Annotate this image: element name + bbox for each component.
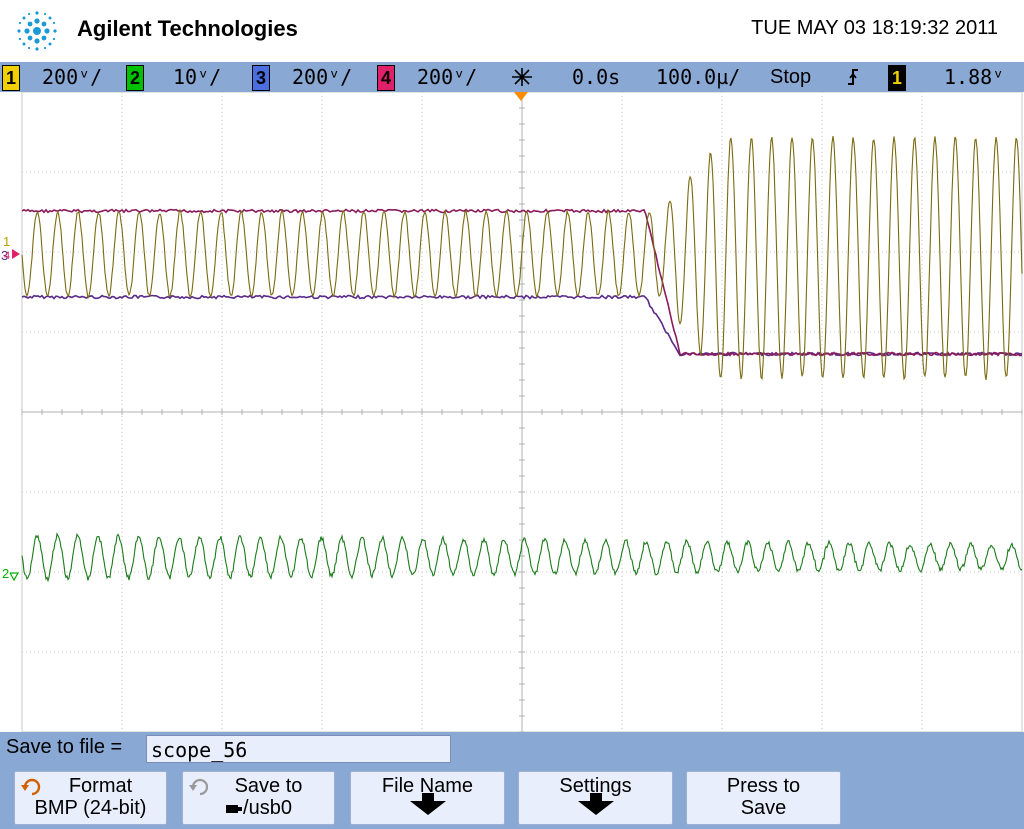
down-arrow-icon: [410, 801, 446, 815]
ch2-scale: 10ᵛ/: [173, 62, 221, 92]
softkey-bar: Format BMP (24-bit) Save to /usb0 File N…: [0, 769, 1024, 829]
rotate-entry-icon: [189, 777, 211, 797]
press-to-save-softkey[interactable]: Press to Save: [686, 771, 841, 825]
timebase: 100.0µ/: [656, 62, 740, 92]
trigger-source-badge[interactable]: 1: [888, 65, 906, 91]
agilent-spark-logo-icon: [12, 6, 62, 56]
save-file-bar: Save to file = scope_56: [0, 732, 1024, 769]
press-to-label: Press to: [687, 775, 840, 797]
status-bar: 1 200ᵛ/ 2 10ᵛ/ 3 200ᵛ/ 4 200ᵛ/ 0.0s 100.…: [0, 62, 1024, 92]
svg-text:2: 2: [2, 566, 9, 581]
ch1-badge[interactable]: 1: [2, 65, 20, 91]
header: Agilent Technologies TUE MAY 03 18:19:32…: [0, 0, 1024, 62]
svg-text:1: 1: [3, 234, 10, 249]
save-label: Save: [687, 797, 840, 819]
format-value: BMP (24-bit): [15, 797, 166, 819]
trigger-slope-rising-icon: [846, 68, 860, 86]
run-state[interactable]: Stop: [770, 62, 811, 92]
ch3-badge[interactable]: 3: [252, 65, 270, 91]
brand-name: Agilent Technologies: [77, 16, 298, 42]
settings-softkey[interactable]: Settings: [518, 771, 673, 825]
ch1-ground-marker: 1: [3, 234, 10, 249]
save-to-value: /usb0: [243, 797, 292, 819]
file-name-softkey[interactable]: File Name: [350, 771, 505, 825]
graticule-grid: [22, 92, 1022, 732]
ch1-scale: 200ᵛ/: [42, 62, 102, 92]
ch2-badge[interactable]: 2: [126, 65, 144, 91]
svg-text:4: 4: [4, 250, 10, 262]
ch3-scale: 200ᵛ/: [292, 62, 352, 92]
filename-field[interactable]: scope_56: [146, 735, 451, 763]
ch4-scale: 200ᵛ/: [417, 62, 477, 92]
rotate-entry-icon: [21, 777, 43, 797]
save-to-softkey[interactable]: Save to /usb0: [182, 771, 335, 825]
ch4-ground-marker: 4: [4, 249, 20, 262]
horizontal-delay: 0.0s: [572, 62, 620, 92]
datetime: TUE MAY 03 18:19:32 2011: [751, 17, 998, 40]
waveform-graticule: 1 3 4 2: [0, 92, 1024, 732]
usb-drive-icon: [225, 803, 243, 815]
waveform-display: 1 3 4 2: [0, 92, 1024, 732]
horizontal-delay-icon: [510, 67, 534, 87]
format-softkey[interactable]: Format BMP (24-bit): [14, 771, 167, 825]
down-arrow-icon: [578, 801, 614, 815]
ch4-badge[interactable]: 4: [377, 65, 395, 91]
trigger-level: 1.88ᵛ: [944, 62, 1004, 92]
ch2-ground-marker: 2: [2, 566, 18, 581]
save-to-file-label: Save to file =: [6, 736, 122, 759]
trigger-position-marker: [514, 92, 528, 101]
